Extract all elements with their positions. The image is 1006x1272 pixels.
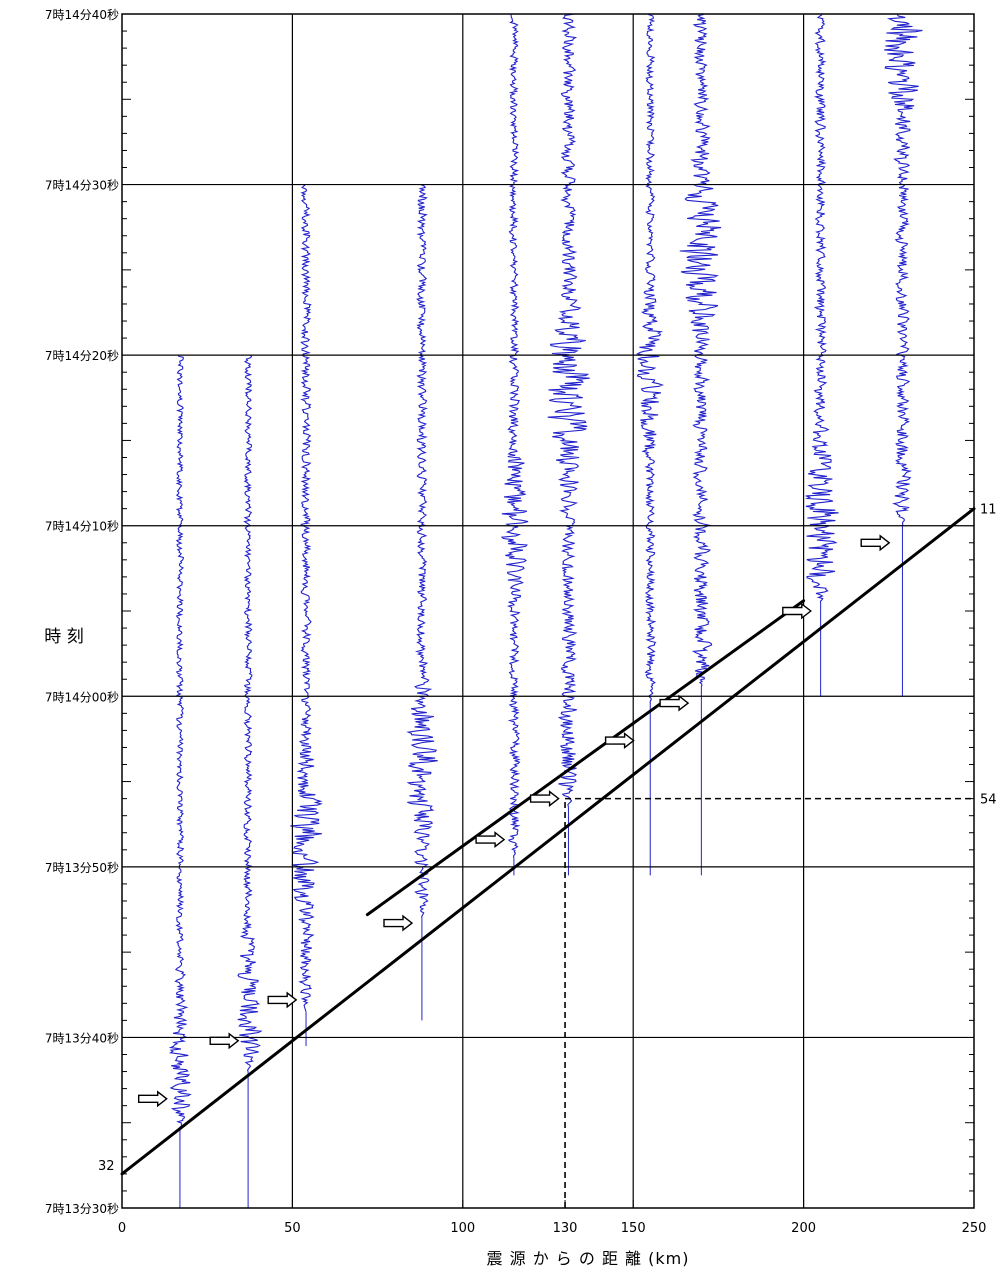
arrival-arrow-marker bbox=[782, 602, 812, 620]
x-tick-label: 150 bbox=[621, 1221, 646, 1236]
y-tick-label: 7時14分10秒 bbox=[45, 520, 119, 534]
x-tick-label: 250 bbox=[962, 1221, 987, 1236]
arrival-arrow-marker bbox=[860, 534, 891, 552]
seismogram-trace-4 bbox=[406, 184, 438, 919]
seismogram-traces bbox=[168, 13, 923, 1208]
y-tick-label: 7時14分30秒 bbox=[45, 179, 119, 193]
x-tick-label: 50 bbox=[284, 1221, 301, 1236]
y-tick-label: 7時13分30秒 bbox=[45, 1202, 119, 1216]
tick-labels: 7時13分30秒 7時13分40秒 7時13分50秒 7時14分00秒 7時14分10秒… bbox=[45, 8, 997, 1236]
seismogram-trace-3 bbox=[290, 184, 323, 1012]
x-tick-label: 100 bbox=[450, 1221, 475, 1236]
travel-time-line-2 bbox=[365, 599, 806, 917]
arrival-arrow-marker bbox=[475, 831, 506, 849]
x-axis-label: 震 源 か ら の 距 離 (km) bbox=[487, 1249, 690, 1268]
travel-time-lines bbox=[120, 507, 976, 1176]
annotation-label: 32 bbox=[98, 1159, 115, 1174]
arrival-markers bbox=[137, 534, 891, 1108]
y-tick-label: 7時14分20秒 bbox=[45, 349, 119, 363]
arrival-arrow-marker bbox=[383, 914, 414, 932]
annotation-label: 11 bbox=[980, 503, 997, 518]
seismogram-trace-1 bbox=[168, 355, 192, 1130]
reference-lines bbox=[564, 797, 974, 1208]
seismogram-trace-2 bbox=[237, 354, 263, 1072]
arrival-arrow-marker bbox=[137, 1090, 168, 1108]
arrival-arrow-marker bbox=[267, 991, 298, 1009]
seismogram-trace-10 bbox=[884, 14, 923, 526]
seismogram-trace-8 bbox=[679, 13, 722, 688]
y-tick-label: 7時13分50秒 bbox=[45, 861, 119, 875]
arrival-arrow-marker bbox=[604, 732, 635, 750]
axis-ticks bbox=[121, 30, 975, 1208]
arrival-arrow-marker bbox=[529, 790, 560, 808]
annotation-label: 54 bbox=[980, 793, 997, 808]
x-tick-label: 200 bbox=[791, 1221, 816, 1236]
y-axis-label: 時 刻 bbox=[44, 627, 83, 647]
grid-lines bbox=[122, 14, 974, 1208]
arrival-arrow-marker bbox=[209, 1032, 240, 1050]
seismogram-trace-9 bbox=[805, 14, 839, 603]
arrival-arrow-marker bbox=[659, 694, 690, 712]
x-tick-label: 130 bbox=[553, 1221, 578, 1236]
seismogram-trace-6 bbox=[547, 13, 590, 808]
seismogram-trace-5 bbox=[500, 14, 529, 859]
y-tick-label: 7時14分00秒 bbox=[45, 690, 119, 704]
y-tick-label: 7時14分40秒 bbox=[45, 8, 119, 22]
x-tick-label: 0 bbox=[118, 1221, 126, 1236]
seismogram-trace-7 bbox=[636, 13, 664, 705]
y-tick-label: 7時13分40秒 bbox=[45, 1031, 119, 1045]
travel-time-line-1 bbox=[120, 507, 976, 1176]
